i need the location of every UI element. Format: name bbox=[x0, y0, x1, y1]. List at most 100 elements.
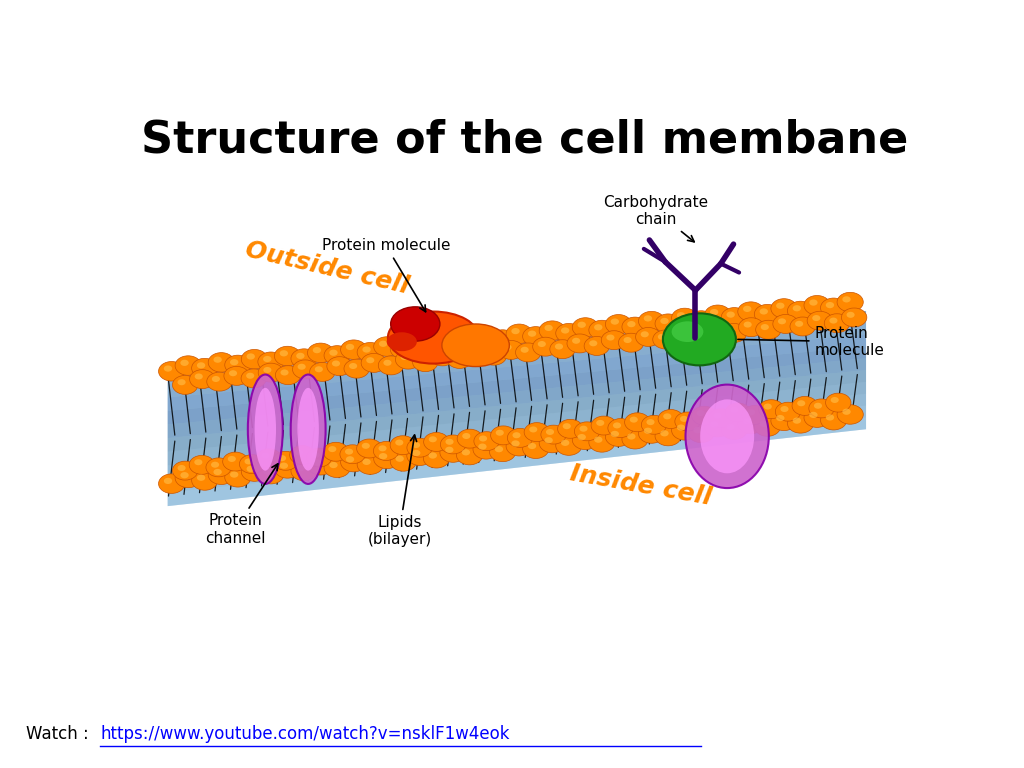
Circle shape bbox=[296, 353, 304, 359]
Circle shape bbox=[309, 362, 335, 382]
Circle shape bbox=[440, 330, 466, 350]
Circle shape bbox=[496, 430, 504, 435]
Circle shape bbox=[776, 303, 784, 309]
Circle shape bbox=[589, 432, 615, 452]
Circle shape bbox=[545, 437, 553, 443]
Ellipse shape bbox=[685, 385, 769, 488]
Circle shape bbox=[780, 406, 788, 412]
Circle shape bbox=[572, 430, 598, 449]
Text: Inside cell: Inside cell bbox=[568, 462, 714, 510]
Circle shape bbox=[457, 429, 482, 448]
Circle shape bbox=[177, 465, 185, 471]
Circle shape bbox=[606, 335, 614, 340]
Circle shape bbox=[528, 443, 537, 449]
Circle shape bbox=[329, 446, 336, 452]
Circle shape bbox=[639, 311, 665, 331]
Circle shape bbox=[655, 314, 681, 333]
Circle shape bbox=[490, 426, 516, 445]
Circle shape bbox=[837, 405, 863, 424]
Circle shape bbox=[721, 420, 748, 439]
Circle shape bbox=[660, 430, 669, 436]
Circle shape bbox=[462, 449, 470, 455]
Circle shape bbox=[197, 475, 205, 481]
Circle shape bbox=[743, 418, 752, 425]
Circle shape bbox=[705, 321, 730, 340]
Ellipse shape bbox=[391, 307, 440, 341]
Circle shape bbox=[446, 349, 472, 369]
Circle shape bbox=[721, 307, 748, 327]
Text: Outside cell: Outside cell bbox=[243, 237, 412, 298]
Circle shape bbox=[812, 315, 820, 321]
Circle shape bbox=[797, 400, 805, 406]
Circle shape bbox=[675, 412, 700, 431]
Circle shape bbox=[556, 323, 582, 343]
Ellipse shape bbox=[255, 388, 276, 471]
Circle shape bbox=[281, 369, 289, 376]
Circle shape bbox=[240, 455, 265, 474]
Circle shape bbox=[809, 300, 817, 306]
Circle shape bbox=[357, 455, 383, 475]
Circle shape bbox=[407, 439, 432, 457]
Circle shape bbox=[506, 324, 532, 343]
Circle shape bbox=[341, 340, 367, 359]
Circle shape bbox=[555, 343, 563, 349]
Circle shape bbox=[790, 317, 815, 336]
Circle shape bbox=[776, 415, 784, 421]
Circle shape bbox=[807, 311, 833, 330]
Circle shape bbox=[610, 319, 618, 325]
Circle shape bbox=[725, 403, 751, 422]
Circle shape bbox=[175, 468, 202, 488]
Circle shape bbox=[206, 458, 231, 477]
Circle shape bbox=[307, 343, 334, 362]
Circle shape bbox=[378, 356, 403, 375]
Circle shape bbox=[714, 412, 722, 419]
Circle shape bbox=[429, 452, 437, 458]
Circle shape bbox=[692, 330, 700, 336]
Circle shape bbox=[710, 309, 718, 315]
Circle shape bbox=[324, 458, 350, 478]
Circle shape bbox=[180, 472, 188, 478]
Circle shape bbox=[705, 417, 731, 437]
Polygon shape bbox=[168, 406, 866, 492]
Circle shape bbox=[830, 397, 839, 403]
Circle shape bbox=[746, 409, 755, 415]
Circle shape bbox=[346, 344, 354, 350]
Circle shape bbox=[263, 468, 271, 475]
Circle shape bbox=[227, 456, 236, 462]
Circle shape bbox=[330, 462, 338, 468]
Circle shape bbox=[756, 320, 781, 339]
Circle shape bbox=[538, 341, 546, 347]
Circle shape bbox=[608, 419, 633, 438]
Circle shape bbox=[709, 409, 734, 428]
Circle shape bbox=[474, 432, 500, 451]
Circle shape bbox=[435, 351, 443, 357]
Circle shape bbox=[773, 315, 799, 333]
Circle shape bbox=[400, 354, 409, 360]
Polygon shape bbox=[168, 382, 866, 465]
Circle shape bbox=[710, 325, 718, 331]
Circle shape bbox=[760, 421, 768, 427]
Circle shape bbox=[278, 455, 286, 461]
Circle shape bbox=[578, 434, 586, 440]
Circle shape bbox=[489, 442, 516, 462]
Circle shape bbox=[804, 296, 830, 315]
Circle shape bbox=[312, 459, 322, 465]
Circle shape bbox=[177, 379, 185, 386]
Circle shape bbox=[636, 327, 662, 346]
Circle shape bbox=[546, 429, 554, 435]
Circle shape bbox=[809, 399, 835, 418]
Circle shape bbox=[486, 350, 495, 356]
Circle shape bbox=[677, 312, 685, 319]
Circle shape bbox=[825, 393, 851, 412]
Circle shape bbox=[361, 353, 386, 372]
Circle shape bbox=[795, 321, 803, 327]
Circle shape bbox=[361, 443, 370, 449]
Circle shape bbox=[540, 433, 565, 453]
Circle shape bbox=[197, 362, 205, 369]
Circle shape bbox=[814, 402, 822, 409]
Circle shape bbox=[545, 325, 553, 331]
Circle shape bbox=[563, 423, 570, 429]
Circle shape bbox=[189, 455, 215, 475]
Text: Protein
channel: Protein channel bbox=[205, 464, 278, 545]
Circle shape bbox=[572, 318, 598, 337]
